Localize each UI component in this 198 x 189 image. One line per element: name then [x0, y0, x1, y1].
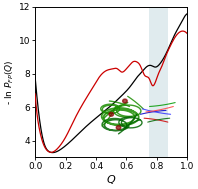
Bar — [149, 7, 168, 157]
X-axis label: $Q$: $Q$ — [106, 173, 116, 186]
Y-axis label: - ln $P_{FP}(Q)$: - ln $P_{FP}(Q)$ — [4, 59, 16, 105]
